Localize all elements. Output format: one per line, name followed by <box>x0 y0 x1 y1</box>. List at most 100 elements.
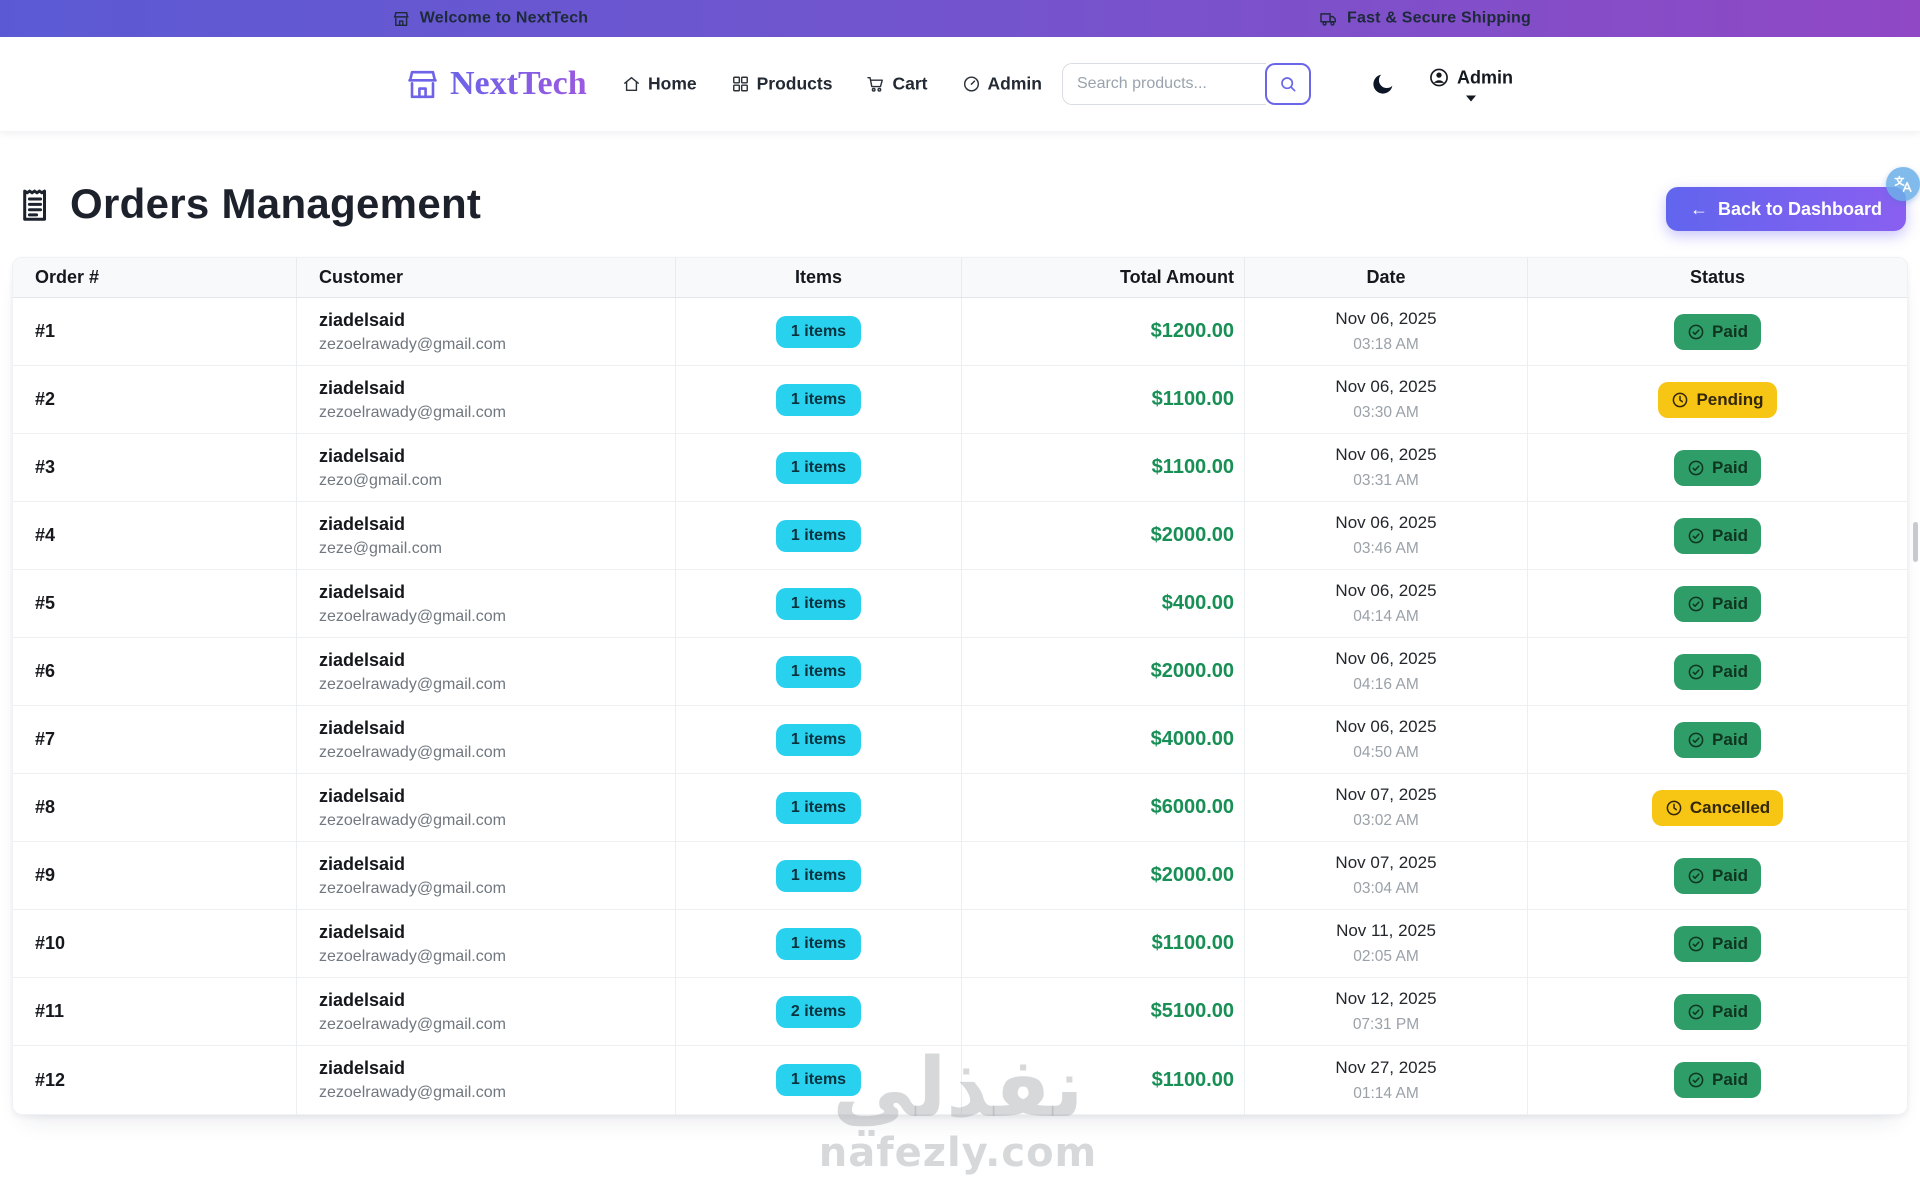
order-amount: $4000.00 <box>1150 728 1234 750</box>
status-badge: Paid <box>1674 653 1761 690</box>
order-number: #11 <box>35 1001 65 1021</box>
check-circle-icon <box>1687 527 1705 545</box>
nav-link-products[interactable]: Products <box>731 73 833 95</box>
search-bar <box>1062 63 1311 105</box>
status-label: Paid <box>1712 525 1748 545</box>
home-icon <box>622 75 641 94</box>
order-date: Nov 12, 2025 <box>1335 989 1437 1008</box>
status-label: Paid <box>1712 593 1748 613</box>
status-label: Paid <box>1712 321 1748 341</box>
customer-email: zezo@gmail.com <box>319 471 442 489</box>
table-row: #6 ziadelsaid zezoelrawady@gmail.com 1 i… <box>13 638 1907 706</box>
order-time: 03:04 AM <box>1353 880 1419 897</box>
status-badge: Paid <box>1674 313 1761 350</box>
order-date: Nov 06, 2025 <box>1335 377 1437 396</box>
items-badge: 1 items <box>775 927 862 960</box>
customer-name: ziadelsaid <box>319 717 406 738</box>
order-time: 04:50 AM <box>1353 744 1419 761</box>
table-header-row: Order # Customer Items Total Amount Date… <box>13 258 1907 298</box>
order-time: 04:16 AM <box>1353 676 1419 693</box>
customer-email: zezoelrawady@gmail.com <box>319 743 506 761</box>
storefront-icon <box>392 9 411 28</box>
customer-email: zeze@gmail.com <box>319 539 442 557</box>
promo-banner: Welcome to NextTech Fast & Secure Shippi… <box>0 0 1920 37</box>
customer-name: ziadelsaid <box>319 377 406 398</box>
nav-link-cart[interactable]: Cart <box>866 74 928 95</box>
order-number: #4 <box>35 525 56 545</box>
moon-icon <box>1370 71 1400 97</box>
order-number: #3 <box>35 457 56 477</box>
orders-table: Order # Customer Items Total Amount Date… <box>12 257 1908 1115</box>
nav-link-label: Products <box>756 73 833 94</box>
check-circle-icon <box>1687 867 1705 885</box>
status-badge: Paid <box>1674 449 1761 486</box>
customer-email: zezoelrawady@gmail.com <box>319 675 506 693</box>
navbar: NextTech Home Products Cart Admin <box>0 37 1920 131</box>
chevron-down-icon <box>1465 95 1476 102</box>
nav-link-admin[interactable]: Admin <box>962 74 1042 95</box>
nav-link-home[interactable]: Home <box>622 74 697 95</box>
cart-icon <box>866 75 885 94</box>
header-status: Status <box>1689 267 1745 287</box>
status-label: Paid <box>1712 1001 1748 1021</box>
order-amount: $6000.00 <box>1150 796 1234 818</box>
user-menu[interactable]: Admin <box>1428 67 1513 102</box>
order-number: #12 <box>35 1069 66 1090</box>
header-items: Items <box>676 258 962 297</box>
check-circle-icon <box>1687 323 1705 341</box>
items-badge: 1 items <box>775 723 862 756</box>
status-label: Paid <box>1712 729 1748 749</box>
storefront-icon <box>404 66 441 103</box>
order-amount: $2000.00 <box>1150 660 1234 682</box>
banner-welcome-text: Welcome to NextTech <box>419 9 589 27</box>
order-date: Nov 27, 2025 <box>1335 1057 1437 1077</box>
gauge-icon <box>962 75 981 94</box>
clock-icon <box>1665 799 1683 817</box>
nav-link-label: Admin <box>987 73 1042 94</box>
order-amount: $5100.00 <box>1150 1000 1234 1022</box>
items-badge: 1 items <box>775 383 862 416</box>
header-date: Date <box>1245 258 1528 297</box>
order-time: 03:02 AM <box>1353 812 1419 829</box>
status-badge: Pending <box>1658 381 1777 418</box>
status-label: Paid <box>1712 1070 1748 1089</box>
customer-email: zezoelrawady@gmail.com <box>319 607 506 625</box>
order-time: 03:31 AM <box>1353 472 1419 489</box>
header-order: Order # <box>13 258 297 297</box>
order-number: #6 <box>35 661 56 681</box>
status-badge: Paid <box>1674 721 1761 758</box>
translate-button[interactable] <box>1886 167 1920 201</box>
order-date: Nov 06, 2025 <box>1335 649 1437 668</box>
table-row: #7 ziadelsaid zezoelrawady@gmail.com 1 i… <box>13 706 1907 774</box>
order-number: #1 <box>35 321 56 341</box>
customer-email: zezoelrawady@gmail.com <box>319 1084 506 1101</box>
order-number: #5 <box>35 593 56 613</box>
search-input[interactable] <box>1062 63 1266 105</box>
status-badge: Paid <box>1674 1062 1761 1098</box>
table-row: #11 ziadelsaid zezoelrawady@gmail.com 2 … <box>13 978 1907 1046</box>
status-badge: Paid <box>1674 517 1761 554</box>
check-circle-icon <box>1687 1071 1705 1089</box>
brand-logo[interactable]: NextTech <box>404 65 587 103</box>
items-badge: 1 items <box>775 451 862 484</box>
scrollbar-thumb[interactable] <box>1913 522 1918 562</box>
status-badge: Paid <box>1674 993 1761 1030</box>
dark-mode-toggle[interactable] <box>1370 69 1400 99</box>
header-amount: Total Amount <box>962 258 1245 297</box>
customer-name: ziadelsaid <box>319 921 406 942</box>
table-row: #5 ziadelsaid zezoelrawady@gmail.com 1 i… <box>13 570 1907 638</box>
back-to-dashboard-button[interactable]: ← Back to Dashboard <box>1665 187 1906 231</box>
search-icon <box>1278 74 1298 94</box>
check-circle-icon <box>1687 663 1705 681</box>
status-badge: Paid <box>1674 585 1761 622</box>
customer-name: ziadelsaid <box>319 785 406 806</box>
table-row: #9 ziadelsaid zezoelrawady@gmail.com 1 i… <box>13 842 1907 910</box>
customer-email: zezoelrawady@gmail.com <box>319 1015 506 1033</box>
order-date: Nov 06, 2025 <box>1335 445 1437 464</box>
search-button[interactable] <box>1265 63 1311 105</box>
banner-shipping-text: Fast & Secure Shipping <box>1347 9 1531 27</box>
order-amount: $1100.00 <box>1151 932 1234 954</box>
truck-icon <box>1319 9 1338 28</box>
order-number: #2 <box>35 389 56 409</box>
items-badge: 1 items <box>775 791 862 824</box>
